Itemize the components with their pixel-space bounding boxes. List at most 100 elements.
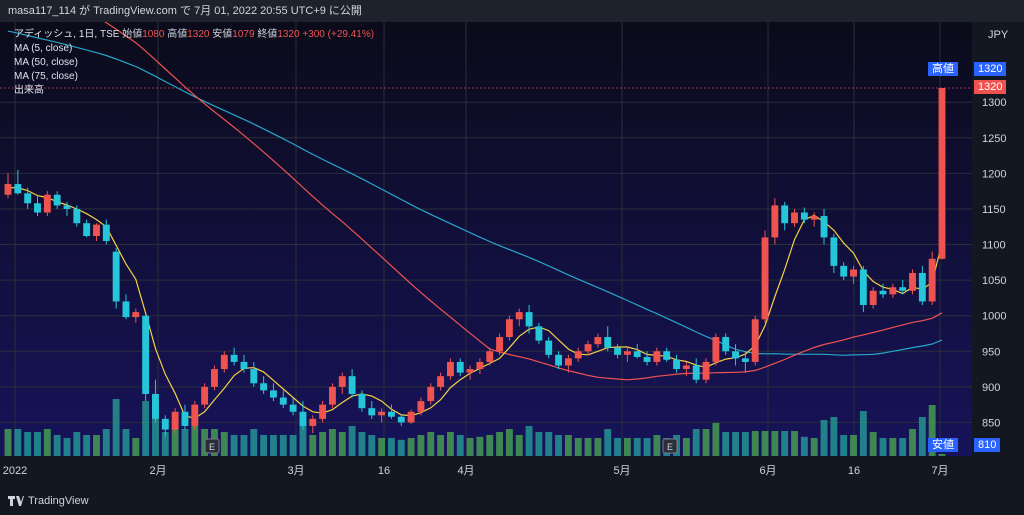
candle-body: [810, 216, 818, 220]
legend-ma5[interactable]: MA (5, close): [14, 43, 73, 54]
earnings-marker-1[interactable]: E: [204, 438, 220, 454]
volume-bar: [14, 429, 22, 456]
candle-body: [515, 312, 523, 320]
high-value: 1320: [187, 29, 210, 40]
volume-bar: [535, 432, 543, 456]
candle-body: [859, 269, 867, 306]
candle-body: [918, 273, 926, 302]
grid: [0, 22, 972, 456]
candle-body: [270, 390, 277, 398]
volume-bar: [810, 438, 818, 456]
price-tick-label: 1100: [982, 240, 1006, 252]
volume-bar: [633, 438, 641, 456]
candle-body: [14, 184, 22, 194]
candle-body: [171, 411, 179, 430]
price-chart[interactable]: 1300 1250 1200 1150 1100 1050 1000 950 900 850 20…: [0, 0, 1024, 488]
last-price-value: 1320: [978, 81, 1003, 93]
volume-bar: [417, 435, 425, 456]
candle-body: [191, 404, 199, 426]
candle-body: [663, 351, 671, 360]
time-tick-label: 5月: [613, 465, 630, 477]
volume-bar: [712, 423, 720, 456]
volume-bar: [584, 438, 592, 456]
volume-bar: [240, 435, 248, 456]
candle-body: [132, 312, 140, 318]
candle-body: [751, 319, 759, 362]
volume-bar: [152, 401, 159, 456]
publish-header: masa117_114 が TradingView.com で 7月 01, 2…: [0, 0, 1024, 22]
candle-body: [63, 205, 71, 209]
volume-bar: [260, 435, 268, 456]
volume-bar: [741, 432, 749, 456]
high-tag-value-text: 1320: [978, 63, 1003, 75]
candle-body: [407, 411, 415, 423]
volume-bar: [555, 435, 563, 456]
volume-bar: [446, 432, 454, 456]
price-tick-label: 900: [982, 382, 1000, 394]
moving-averages: [7, 0, 943, 419]
chart-area[interactable]: 1300 1250 1200 1150 1100 1050 1000 950 900 850 20…: [0, 0, 1024, 488]
candle-body: [161, 418, 169, 430]
volume-bar: [899, 438, 907, 456]
earnings-text: E: [667, 442, 673, 452]
candle-body: [201, 386, 209, 405]
volume-bar: [171, 429, 179, 456]
candle-body: [594, 337, 602, 345]
volume-bar: [653, 435, 661, 456]
volume-bar: [486, 435, 494, 456]
candle-body: [112, 251, 120, 302]
legend-ma50[interactable]: MA (50, close): [14, 57, 78, 68]
candle-body: [319, 404, 327, 419]
volume-bar: [918, 417, 926, 456]
candle-body: [240, 361, 248, 370]
candle-body: [820, 216, 828, 238]
candle-body: [800, 212, 808, 220]
price-tick-label: 1000: [982, 311, 1006, 323]
volume-bar: [456, 435, 464, 456]
volume-bar: [594, 438, 602, 456]
time-axis[interactable]: 2022 2月 3月 16 4月 5月 6月 16 7月: [3, 465, 949, 477]
volume-bar: [525, 426, 533, 456]
volume-bar: [840, 435, 848, 456]
low-value: 1079: [232, 29, 255, 40]
last-price-tag: 1320: [974, 80, 1007, 94]
volume-bar: [466, 438, 474, 456]
candle-body: [122, 301, 130, 318]
volume-bar: [850, 435, 857, 456]
low-tag-value-text: 810: [978, 439, 997, 451]
volume-bar: [928, 405, 936, 456]
legend-volume[interactable]: 出来高: [14, 85, 44, 96]
volume-bar: [496, 432, 504, 456]
volume-bar: [938, 454, 946, 456]
candle-body: [93, 224, 100, 236]
earnings-marker-2[interactable]: E: [662, 438, 678, 454]
price-axis-background: [972, 22, 1024, 456]
tradingview-logo[interactable]: TradingView: [8, 495, 89, 507]
time-tick-label: 16: [378, 465, 390, 477]
volume-bar: [378, 438, 386, 456]
candle-body: [446, 361, 454, 377]
candle-body: [869, 290, 877, 306]
candle-body: [623, 351, 631, 355]
volume-bar: [614, 438, 621, 456]
volume-bar: [279, 435, 287, 456]
price-axis[interactable]: 1300 1250 1200 1150 1100 1050 1000 950 900 850: [982, 97, 1006, 429]
candle-body: [250, 369, 258, 384]
close-value: 1320: [277, 29, 300, 40]
volume-bar: [643, 438, 651, 456]
volume-bar: [732, 432, 739, 456]
legend-ma75[interactable]: MA (75, close): [14, 71, 78, 82]
candle-body: [260, 383, 268, 391]
volume-bar: [348, 426, 356, 456]
candle-body: [230, 354, 238, 362]
volume-bar: [83, 435, 91, 456]
candle-body: [604, 337, 612, 348]
volume-bar: [34, 432, 41, 456]
candle-body: [348, 376, 356, 394]
volume-bar: [604, 429, 612, 456]
volume-bar: [407, 438, 415, 456]
candle-body: [741, 358, 749, 362]
candle-body: [722, 337, 730, 352]
tradingview-icon: [8, 496, 24, 506]
candle-body: [456, 361, 464, 373]
